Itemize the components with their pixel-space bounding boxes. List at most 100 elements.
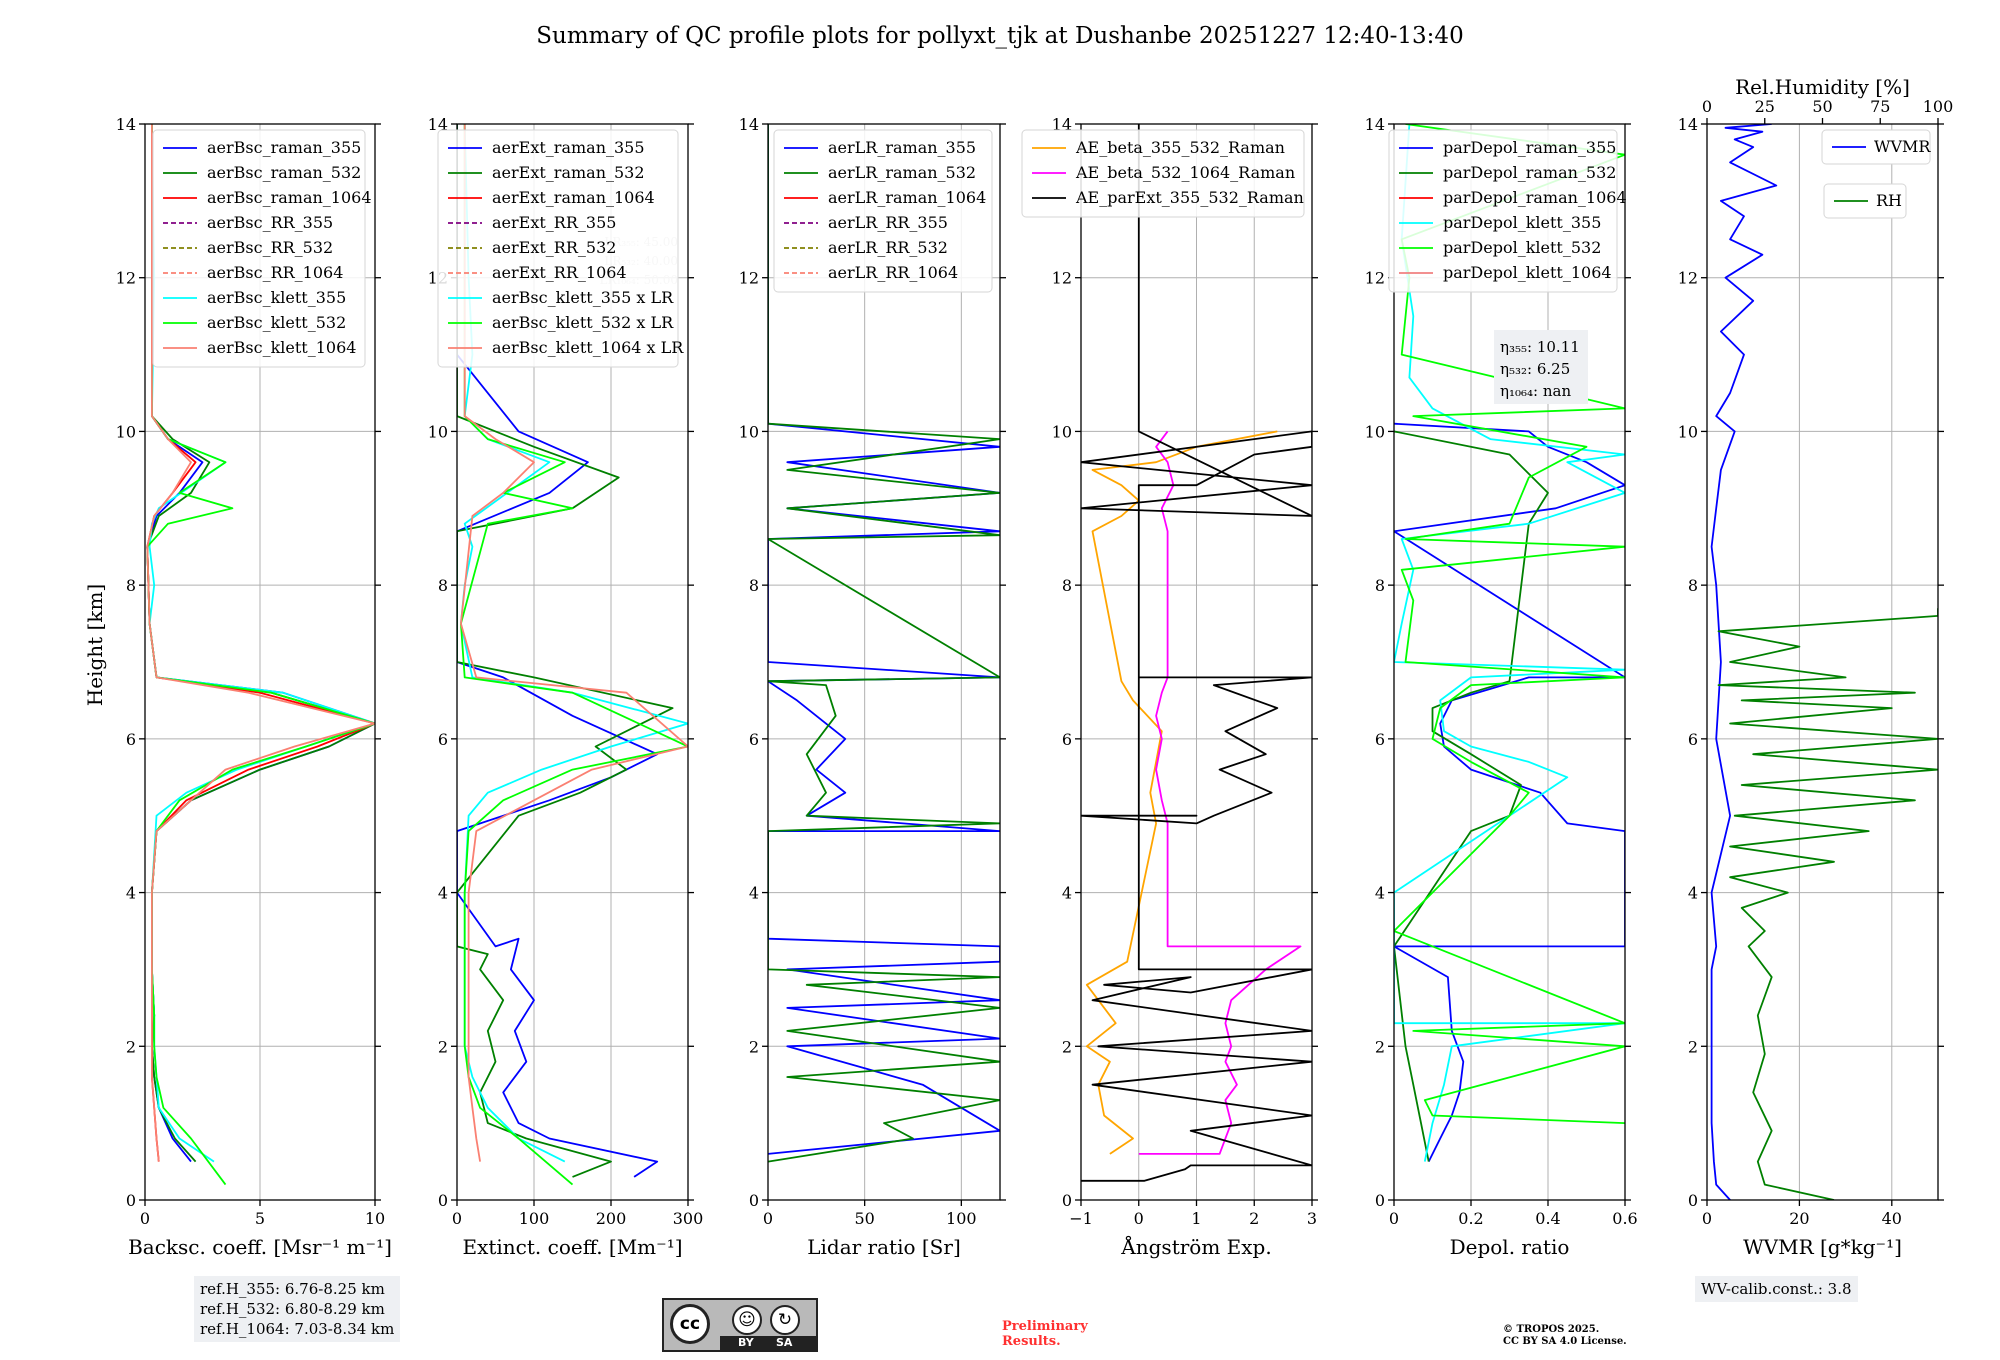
- license-strip: BY SA: [720, 1336, 816, 1350]
- series-line-aerBsc_klett_532 x LR: [459, 124, 688, 1186]
- x-tick-label: 0.4: [1535, 1209, 1560, 1228]
- x-tick-label: −1: [1069, 1209, 1093, 1228]
- legend-entry: aerBsc_klett_1064: [207, 338, 356, 357]
- x-tick-label: 0: [1389, 1209, 1399, 1228]
- legend-entry: aerBsc_raman_1064: [207, 188, 372, 207]
- legend-entry: aerBsc_RR_532: [207, 238, 333, 257]
- legend: aerLR_raman_355 aerLR_raman_532 aerLR_rama…: [773, 129, 993, 293]
- eta-annotation: η₁₀₆₄: nan: [1500, 382, 1571, 400]
- x-tick-label: 20: [1789, 1209, 1809, 1228]
- y-tick-label: 10: [1678, 422, 1698, 441]
- y-tick-label: 4: [1688, 884, 1698, 903]
- ref-height-box: ref.H_355: 6.76-8.25 km ref.H_532: 6.80-…: [194, 1276, 401, 1342]
- legend-entry: parDepol_klett_532: [1443, 238, 1601, 257]
- legend-entry: parDepol_klett_355: [1443, 213, 1601, 232]
- y-tick-label: 14: [739, 115, 759, 134]
- x-tick-label: 100: [519, 1209, 550, 1228]
- series-line-AE_beta_532_1064_Raman: [1138, 430, 1302, 1155]
- x-tick-label: 2: [1249, 1209, 1259, 1228]
- share-alike-icon: ↻: [770, 1305, 800, 1335]
- x-tick-label: 50: [854, 1209, 874, 1228]
- series-line-parDepol_raman_532: [1394, 430, 1549, 1162]
- y-tick-label: 6: [749, 730, 759, 749]
- legend-entry: aerBsc_raman_532: [207, 163, 361, 182]
- y-tick-label: 0: [749, 1191, 759, 1210]
- ref-height-1064: ref.H_1064: 7.03-8.34 km: [200, 1320, 395, 1338]
- cc-license-badge[interactable]: cc ☺ ↻ BY SA: [662, 1298, 818, 1352]
- legend-frame: [773, 129, 993, 293]
- legend-entry: aerLR_RR_355: [828, 213, 948, 232]
- legend-entry: aerBsc_klett_532: [207, 313, 346, 332]
- legend-entry: aerLR_RR_1064: [828, 263, 958, 282]
- panel-5: 0 2 4 6 8 10 12 14 0 0.2 0.4 0.6 Depol. ratio η₃₅₅: 1…: [1365, 115, 1638, 1259]
- y-tick-label: 2: [438, 1037, 448, 1056]
- series-line-parDepol_raman_355: [1394, 422, 1625, 1163]
- legend-entry: aerBsc_RR_355: [207, 213, 333, 232]
- y-tick-label: 6: [1688, 730, 1698, 749]
- panel-1: 0 2 4 6 8 10 12 14 0 5 10 Backsc. coeff. [Msr⁻¹ m⁻¹…: [116, 115, 392, 1259]
- legend-entry: AE_parExt_355_532_Raman: [1075, 188, 1304, 207]
- x2-axis-label: Rel.Humidity [%]: [1735, 75, 1910, 99]
- x-tick-label: 1: [1191, 1209, 1201, 1228]
- legend: aerBsc_raman_355 aerBsc_raman_532 aerBsc_r…: [152, 129, 372, 368]
- y-tick-label: 14: [1365, 115, 1385, 134]
- x-tick-label: 40: [1882, 1209, 1902, 1228]
- legend-entry: AE_beta_532_1064_Raman: [1075, 163, 1295, 182]
- x-tick-label: 100: [946, 1209, 977, 1228]
- y-tick-label: 6: [1062, 730, 1072, 749]
- legend-frame: [152, 129, 366, 368]
- series-line-AE_parExt_355_532_Raman: [1081, 124, 1312, 1182]
- series-line-RH: [1717, 608, 1938, 1200]
- series-line-aerBsc_klett_1064 x LR: [459, 124, 688, 1162]
- legend-entry: AE_beta_355_532_Raman: [1075, 138, 1285, 157]
- series-line-parDepol_klett_355: [1394, 124, 1625, 1162]
- legend-entry: aerBsc_raman_355: [207, 138, 361, 157]
- y-tick-label: 0: [1375, 1191, 1385, 1210]
- legend-frame: [1388, 129, 1618, 293]
- y-tick-label: 14: [1678, 115, 1698, 134]
- figure-title: Summary of QC profile plots for pollyxt_…: [536, 23, 1463, 49]
- y-tick-label: 4: [438, 884, 448, 903]
- license-by: BY: [738, 1336, 754, 1349]
- attribution-icon: ☺: [732, 1305, 762, 1335]
- x2-tick-label: 25: [1755, 97, 1775, 116]
- x-tick-label: 10: [365, 1209, 385, 1228]
- legend-entry: aerBsc_RR_1064: [207, 263, 343, 282]
- y-tick-label: 2: [126, 1037, 136, 1056]
- legend-entry: aerLR_RR_532: [828, 238, 948, 257]
- legend: parDepol_raman_355 parDepol_raman_532 parD…: [1388, 129, 1627, 293]
- series-line-WVMR: [1710, 124, 1778, 1200]
- legend-entry: aerBsc_klett_1064 x LR: [492, 338, 684, 357]
- x-tick-label: 0: [1702, 1209, 1712, 1228]
- legend-entry: aerBsc_klett_355: [207, 288, 346, 307]
- x-tick-label: 0: [452, 1209, 462, 1228]
- y-tick-label: 10: [428, 422, 448, 441]
- axes-frame: [767, 123, 1001, 1201]
- x-tick-label: 0.6: [1612, 1209, 1637, 1228]
- x2-tick-label: 75: [1870, 97, 1890, 116]
- panel-3: 0 2 4 6 8 10 12 14 0 50 100 Lidar ratio [Sr] aerLR_r…: [739, 115, 1006, 1259]
- axes-frame: [456, 123, 689, 1201]
- preliminary-line-2: Results.: [1002, 1334, 1061, 1349]
- legend-entry: RH: [1876, 191, 1902, 210]
- axes-frame: [1706, 123, 1939, 1201]
- y-tick-label: 10: [739, 422, 759, 441]
- y-tick-label: 4: [126, 884, 136, 903]
- eta-annotation: η₅₃₂: 6.25: [1500, 360, 1570, 378]
- legend: aerExt_raman_355 aerExt_raman_532 aerExt_r…: [437, 129, 684, 368]
- series-line-aerLR_raman_532: [768, 124, 1000, 1163]
- cc-icon: cc: [670, 1304, 710, 1344]
- legend-entry: aerExt_raman_1064: [492, 188, 655, 207]
- x-tick-label: 0: [763, 1209, 773, 1228]
- legend-entry: parDepol_raman_532: [1443, 163, 1616, 182]
- x-tick-label: 3: [1307, 1209, 1317, 1228]
- legend-entry: aerExt_raman_355: [492, 138, 645, 157]
- series-group: [1710, 124, 1938, 1200]
- y-tick-label: 8: [438, 576, 448, 595]
- legend-entry: WVMR: [1874, 137, 1931, 156]
- legend-entry: aerExt_RR_355: [492, 213, 616, 232]
